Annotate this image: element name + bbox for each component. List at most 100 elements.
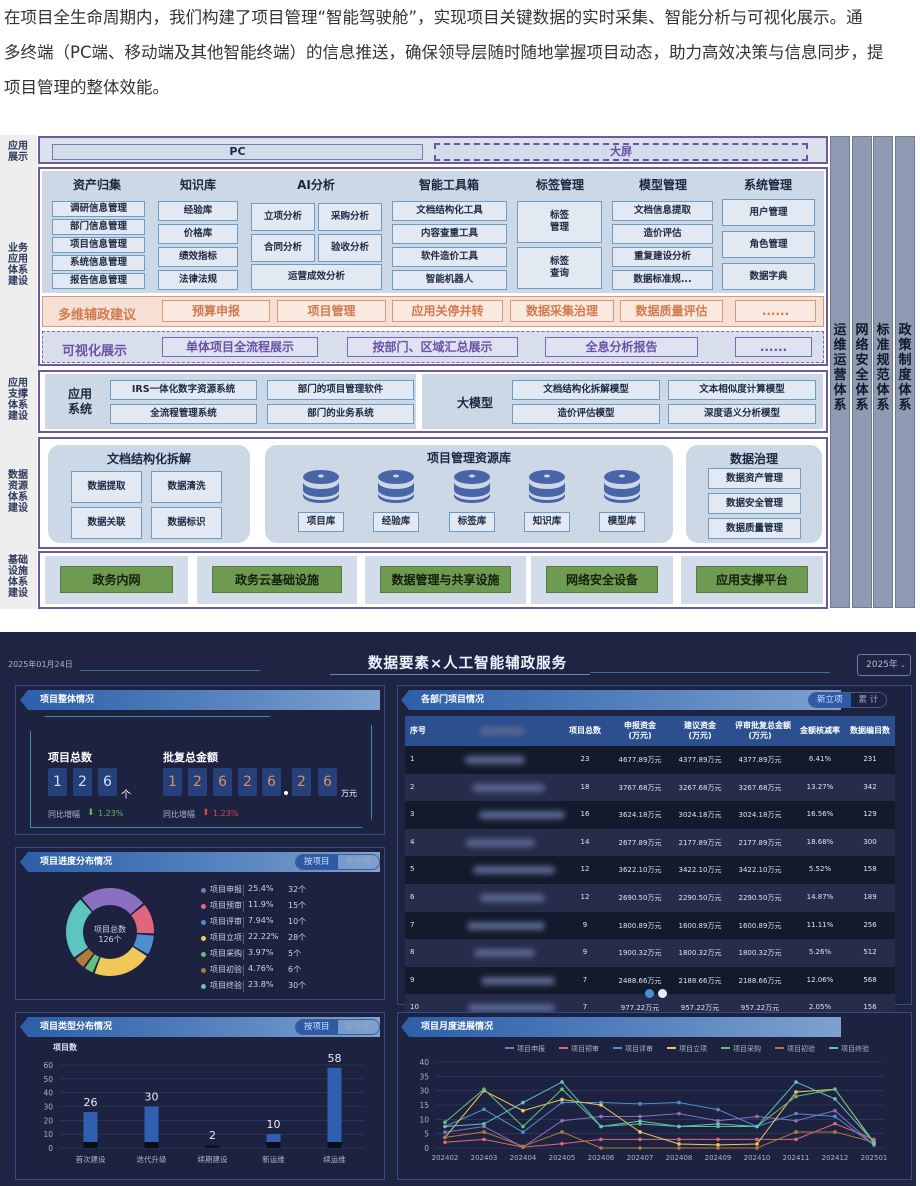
pagination-dot-2[interactable] <box>658 989 667 998</box>
year-select-value: 2025年 <box>866 660 898 670</box>
legend-label: 项目评审 <box>625 1044 653 1053</box>
data-point <box>755 1137 759 1142</box>
year-select[interactable]: 2025年 ⌄ <box>857 654 911 676</box>
table-cell: 2 <box>410 782 415 791</box>
infra-item: 网络安全设备 <box>546 566 658 593</box>
data-point <box>794 1137 798 1142</box>
data-point <box>677 1111 681 1116</box>
types-toggle[interactable]: 按项目 按金额 <box>295 1019 381 1035</box>
progress-toggle[interactable]: 按项目 按金额 <box>295 854 381 870</box>
table-cell: 1900.32万元 <box>618 949 662 958</box>
infra-item: 政务云基础设施 <box>212 566 342 593</box>
data-point <box>716 1122 720 1126</box>
bar-base-4 <box>266 1142 281 1148</box>
blurred-name-cell <box>465 756 525 764</box>
table-cell: 7 <box>582 975 588 984</box>
amount-digit: 2 <box>188 768 207 796</box>
chevron-down-icon: ⌄ <box>900 661 906 669</box>
data-point <box>521 1108 525 1113</box>
data-point <box>443 1120 447 1124</box>
module-item: 文档信息提取 <box>612 201 713 221</box>
table-row[interactable]: 5 12 3622.10万元 3422.10万元 3422.10万元 5.52% 158 <box>405 856 895 884</box>
legend-divider <box>243 901 244 912</box>
data-point <box>716 1124 720 1129</box>
legend-dot-icon <box>201 968 206 973</box>
table-row[interactable]: 1 23 4677.89万元 4377.89万元 4377.89万元 6.41% 231 <box>405 746 895 774</box>
table-cell: 23 <box>580 755 590 763</box>
table-row[interactable]: 7 9 1800.89万元 1600.89万元 1600.89万元 11.11% 256 <box>405 911 895 940</box>
progress-title: 项目进度分布情况 <box>20 852 380 872</box>
legend-divider <box>243 981 244 992</box>
arrow-down-icon: ⬇ <box>87 808 95 818</box>
series-line-7 <box>444 1081 875 1143</box>
table-cell: 4377.89万元 <box>738 756 782 764</box>
toggle-by-project[interactable]: 按项目 <box>296 855 338 869</box>
table-row[interactable]: 6 12 2690.50万元 2290.50万元 2290.50万元 14.87% 189 <box>405 884 895 912</box>
module-item: 运营成效分析 <box>251 264 382 290</box>
y-tick-label: 60 <box>43 1061 53 1070</box>
data-governance-title: 数据治理 <box>729 452 778 466</box>
table-cell: 6.41% <box>808 755 832 763</box>
blurred-name-cell <box>472 783 545 792</box>
table-row[interactable]: 3 16 3624.18万元 3024.18万元 3024.18万元 16.56% 129 <box>405 801 895 829</box>
table-cell: 14.87% <box>806 893 834 901</box>
legend-label: 项目预审 <box>571 1044 599 1053</box>
module-item: 部门信息管理 <box>52 219 145 235</box>
support-app-item: 部门的项目管理软件 <box>267 380 414 400</box>
toggle-by-amount[interactable]: 按金额 <box>345 1022 372 1032</box>
table-cell: 568 <box>863 975 877 984</box>
toggle-by-amount[interactable]: 按金额 <box>345 857 372 867</box>
data-point <box>677 1137 681 1142</box>
table-row[interactable]: 8 9 1900.32万元 1800.32万元 1800.32万元 5.26% 512 <box>405 939 895 967</box>
data-point <box>482 1137 486 1142</box>
x-tick-label: 迭代升级 <box>137 1154 167 1164</box>
bar-value-label: 10 <box>267 1118 281 1131</box>
table-row[interactable]: 9 7 2488.66万元 2188.66万元 2188.66万元 12.06% 568 <box>405 966 895 995</box>
data-point <box>677 1142 681 1146</box>
table-row[interactable]: 2 18 3767.68万元 3267.68万元 3267.68万元 13.27% 342 <box>405 773 895 802</box>
x-tick-label: 202409 <box>705 1154 732 1162</box>
visual-label: 可视化展示 <box>62 344 128 359</box>
blurred-name-cell <box>473 866 555 875</box>
project-count-unit: 个 <box>121 790 131 801</box>
data-point <box>794 1080 798 1084</box>
data-point <box>833 1108 837 1113</box>
data-point <box>560 1130 564 1134</box>
y-tick-label: 15 <box>419 1101 429 1110</box>
toggle-new[interactable]: 新立项 <box>809 693 851 707</box>
doc-structuring-item: 数据清洗 <box>151 471 222 503</box>
bar-value-label: 2 <box>209 1129 216 1142</box>
blurred-name-cell <box>467 921 545 930</box>
table-row[interactable]: 4 14 2677.89万元 2177.89万元 2177.89万元 18.68% 300 <box>405 828 895 857</box>
table-header-cell: 项目总数 <box>569 726 601 735</box>
data-point <box>443 1130 447 1135</box>
legend-name: 项目立项 <box>210 933 242 942</box>
bar-value-label: 26 <box>84 1096 98 1109</box>
legend-dot-icon <box>201 984 206 989</box>
toggle-cumulative[interactable]: 累 计 <box>858 695 879 705</box>
table-cell: 342 <box>863 782 877 791</box>
module-item: 数据标准规... <box>612 270 713 290</box>
intro-line-2: 多终端（PC端、移动端及其他智能终端）的信息推送，确保领导层随时随地掌握项目动态… <box>4 43 884 62</box>
table-header-cell: 建议资金 (万元) <box>684 721 716 740</box>
pagination-dot-1[interactable] <box>645 989 654 998</box>
visual-item: ...... <box>735 337 812 357</box>
database-icon <box>301 469 341 503</box>
toggle-by-project[interactable]: 按项目 <box>296 1020 338 1034</box>
module-item: 重复建设分析 <box>612 247 713 267</box>
bar-base-2 <box>144 1142 159 1148</box>
x-tick-label: 202408 <box>666 1154 693 1162</box>
data-point <box>755 1114 759 1119</box>
module-item: 系统信息管理 <box>52 255 145 271</box>
governance-item: 数据安全管理 <box>708 493 801 514</box>
legend-label: 项目终验 <box>841 1044 869 1053</box>
module-item: 智能机器人 <box>392 270 507 290</box>
table-cell: 6 <box>410 893 415 901</box>
legend-name: 项目采购 <box>210 949 242 958</box>
dept-toggle[interactable]: 新立项累 计 <box>808 692 888 708</box>
legend-dot-icon <box>201 920 206 925</box>
governance-item: 数据资产管理 <box>708 468 801 489</box>
doc-structuring-item: 数据提取 <box>71 471 142 503</box>
x-tick-label: 202404 <box>510 1154 537 1162</box>
legend-percent: 7.94% <box>248 916 274 925</box>
